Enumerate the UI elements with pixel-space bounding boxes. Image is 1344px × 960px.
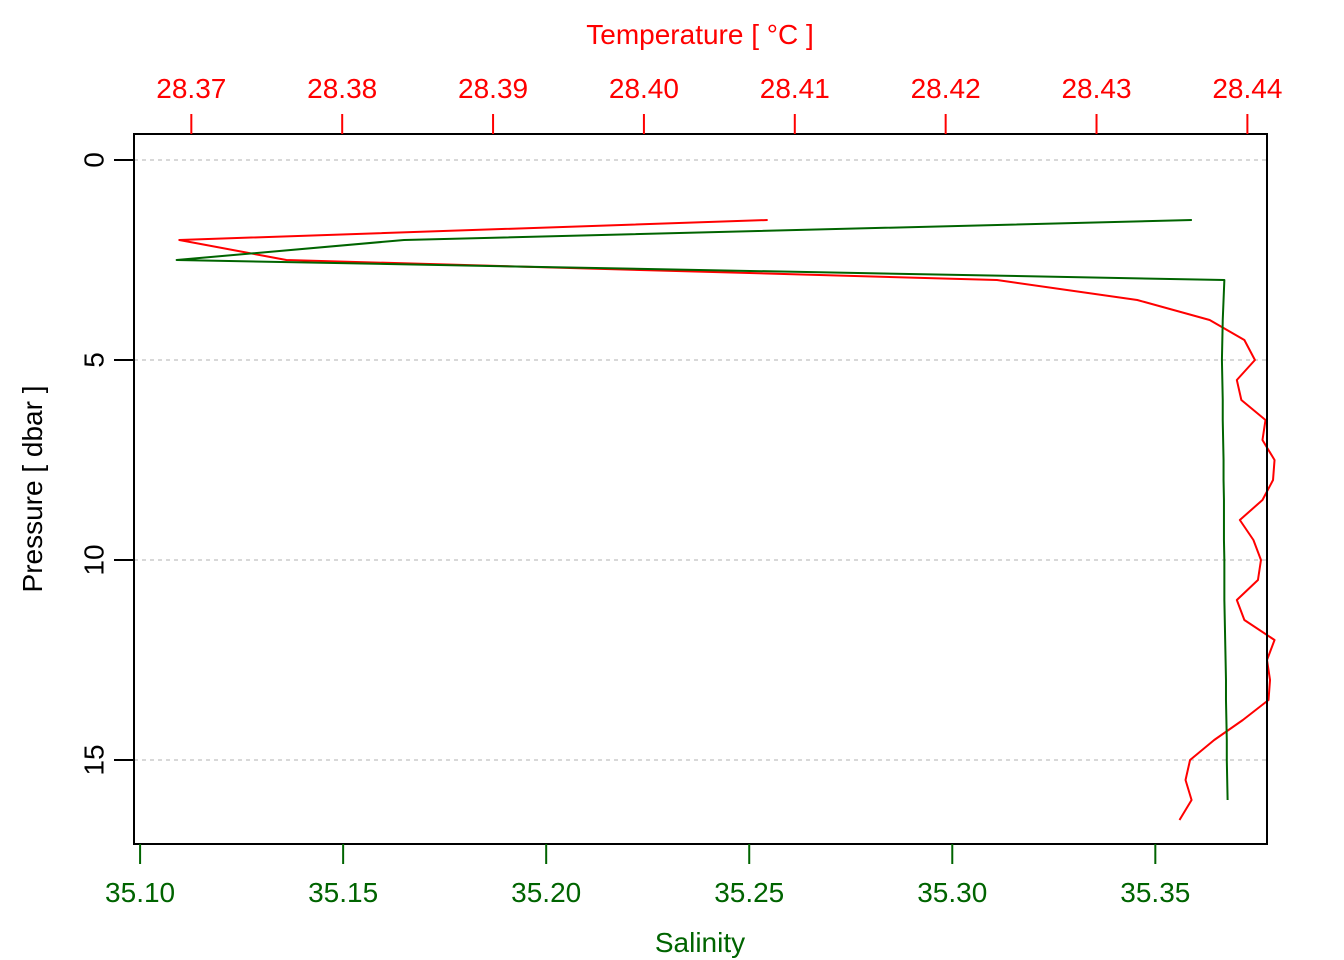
top-axis-title: Temperature [ °C ] [586,19,814,50]
top-tick-label: 28.40 [609,73,679,104]
y-tick-label: 10 [79,544,110,575]
top-tick-label: 28.43 [1061,73,1131,104]
bottom-tick-label: 35.35 [1120,877,1190,908]
series-layer [175,219,1276,821]
top-tick-label: 28.41 [760,73,830,104]
bottom-axis-title: Salinity [655,927,745,958]
y-tick-label: 15 [79,744,110,775]
grid-lines [134,159,1267,761]
top-tick-label: 28.38 [307,73,377,104]
y-tick-label: 0 [79,152,110,168]
bottom-tick-label: 35.20 [511,877,581,908]
bottom-tick-label: 35.10 [105,877,175,908]
top-tick-label: 28.42 [911,73,981,104]
axes-layer: 0 5 10 15 28.37 28.38 28.39 28.40 28.41 28.42 28.4… [79,73,1283,908]
salinity-line [175,219,1229,801]
top-tick-label: 28.44 [1212,73,1282,104]
bottom-tick-label: 35.15 [308,877,378,908]
bottom-tick-label: 35.25 [714,877,784,908]
y-tick-label: 5 [79,352,110,368]
top-tick-label: 28.37 [156,73,226,104]
y-axis-title: Pressure [ dbar ] [17,386,48,593]
temperature-line [178,219,1276,821]
bottom-tick-label: 35.30 [917,877,987,908]
top-tick-label: 28.39 [458,73,528,104]
